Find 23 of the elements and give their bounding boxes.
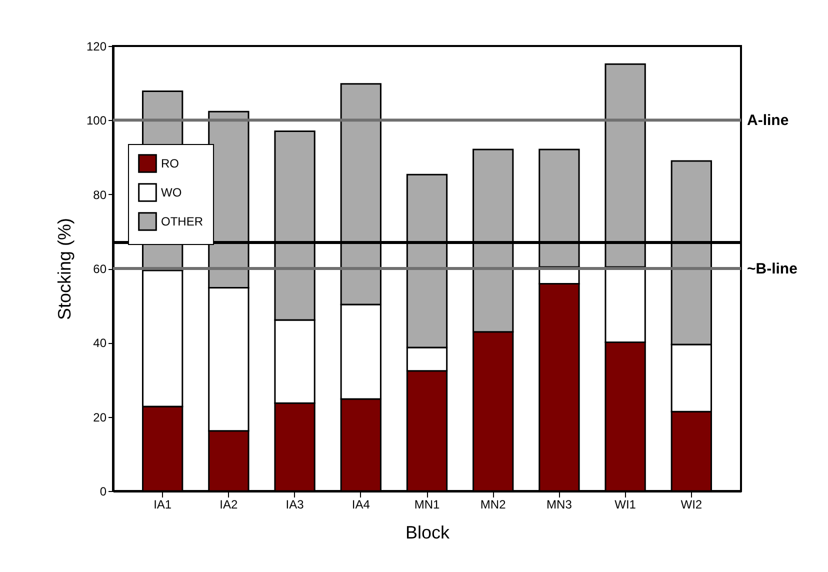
x-tick-label: MN2	[480, 498, 506, 512]
x-axis-title: Block	[405, 522, 451, 542]
y-tick-label: 80	[93, 188, 107, 202]
y-tick-label: 100	[86, 114, 107, 128]
x-tick-label: IA2	[220, 498, 238, 512]
x-tick-label: IA4	[352, 498, 370, 512]
x-tick-label: WI1	[614, 498, 636, 512]
x-tick-label: IA1	[154, 498, 172, 512]
ref-line-label: A-line	[747, 112, 789, 130]
y-tick-label: 0	[100, 484, 107, 498]
y-tick-label: 120	[86, 40, 107, 54]
legend-label: WO	[161, 186, 182, 200]
x-tick-label: WI2	[680, 498, 702, 512]
x-tick-label: IA3	[286, 498, 304, 512]
y-tick-label: 60	[93, 262, 107, 276]
y-tick-label: 40	[93, 336, 107, 350]
y-tick-label: 20	[93, 410, 107, 424]
x-tick-label: MN3	[546, 498, 572, 512]
ref-line-label: ~B-line	[747, 260, 798, 278]
legend-label: OTHER	[161, 214, 204, 228]
y-axis-title: Stocking (%)	[54, 218, 74, 320]
legend-label: RO	[161, 156, 179, 170]
x-tick-label: MN1	[414, 498, 440, 512]
